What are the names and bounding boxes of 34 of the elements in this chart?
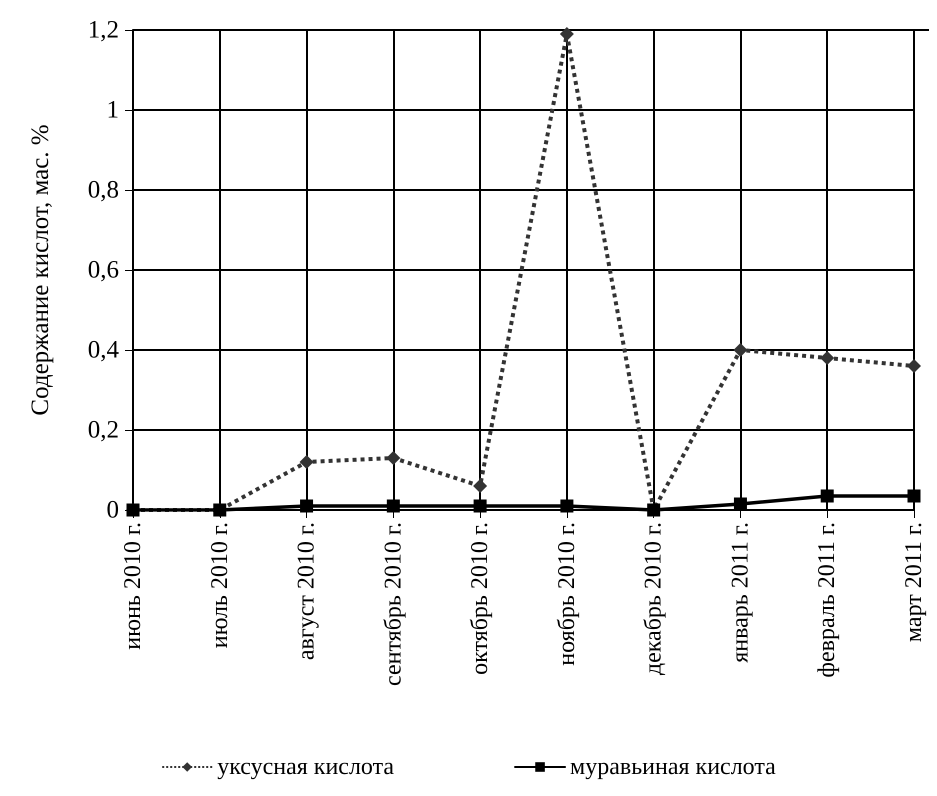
point xyxy=(908,490,920,502)
point xyxy=(473,479,488,493)
point xyxy=(907,359,921,373)
point xyxy=(386,451,400,465)
point xyxy=(300,455,314,469)
point xyxy=(300,500,314,512)
x-tick-label: июль 2010 г. xyxy=(206,522,233,648)
legend-label: уксусная кислота xyxy=(217,754,394,780)
point xyxy=(820,490,834,502)
y-tick-label: 1 xyxy=(106,96,119,124)
x-tick-label: октябрь 2010 г. xyxy=(467,522,494,675)
legend-label: муравьиная кислота xyxy=(570,754,776,780)
point xyxy=(560,500,574,512)
point xyxy=(820,351,834,365)
y-tick-label: 0 xyxy=(106,496,119,524)
x-tick-label: январь 2011 г. xyxy=(727,522,754,663)
y-tick-label: 1,2 xyxy=(88,16,119,44)
y-tick-label: 0,4 xyxy=(88,336,120,364)
y-tick-label: 0,8 xyxy=(88,176,119,204)
y-tick-label: 0,2 xyxy=(88,416,119,444)
point xyxy=(734,498,747,510)
x-tick-label: сентябрь 2010 г. xyxy=(380,522,406,686)
x-tick-label: декабрь 2010 г. xyxy=(640,522,667,676)
y-tick-label: 0,6 xyxy=(88,256,119,284)
point xyxy=(386,500,400,512)
x-tick-label: август 2010 г. xyxy=(294,522,320,660)
point xyxy=(474,500,487,512)
x-tick-label: ноябрь 2010 г. xyxy=(554,522,580,666)
x-tick-label: июнь 2010 г. xyxy=(120,522,146,650)
x-tick-label: февраль 2011 г. xyxy=(814,522,840,678)
point xyxy=(560,27,574,41)
x-tick-label: март 2011 г. xyxy=(901,522,927,642)
y-axis-title: Содержание кислот, мас. % xyxy=(27,124,54,416)
point xyxy=(733,343,748,357)
